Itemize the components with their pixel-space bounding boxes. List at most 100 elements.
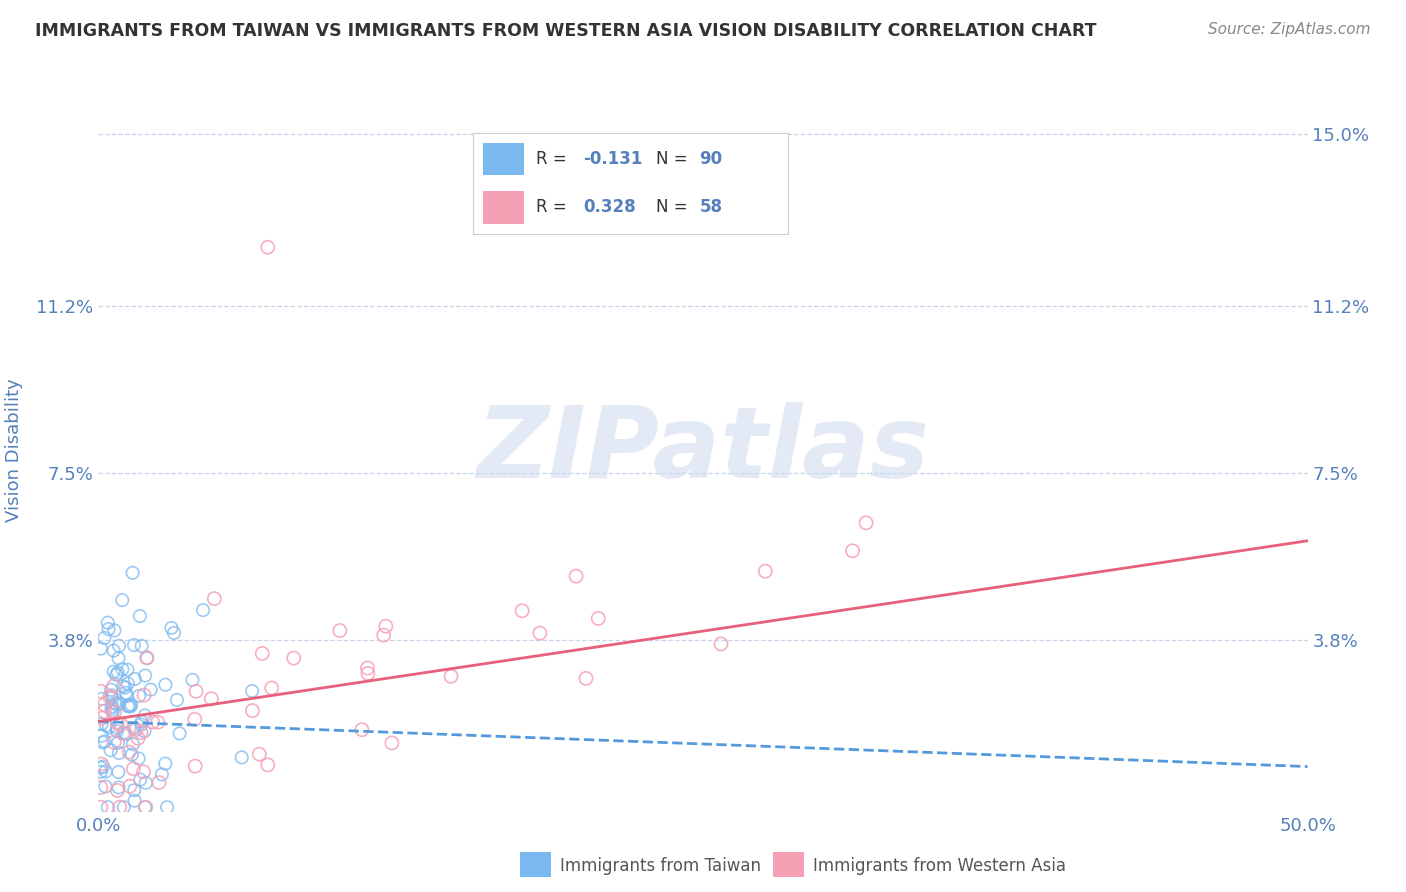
Point [350, 723, 373, 737]
Point [111, 593, 134, 607]
Text: Immigrants from Taiwan: Immigrants from Taiwan [560, 857, 761, 875]
Point [134, 724, 156, 739]
Point [135, 650, 157, 665]
Text: Source: ZipAtlas.com: Source: ZipAtlas.com [1208, 22, 1371, 37]
Point [100, 689, 122, 703]
Point [115, 686, 138, 700]
Point [124, 794, 146, 808]
Point [93, 698, 115, 712]
Point [100, 743, 122, 757]
Point [381, 736, 404, 750]
Point [107, 783, 129, 797]
Point [121, 566, 143, 580]
Point [575, 671, 598, 685]
Point [260, 681, 283, 695]
Point [101, 705, 124, 719]
Point [94, 780, 117, 794]
Point [107, 764, 129, 779]
Point [93, 705, 115, 719]
Point [90, 729, 112, 743]
Point [181, 673, 204, 687]
Point [108, 639, 131, 653]
Point [135, 776, 157, 790]
Point [107, 651, 129, 665]
Point [200, 691, 222, 706]
Text: ZIPatlas: ZIPatlas [477, 402, 929, 499]
Point [329, 624, 352, 638]
Point [155, 678, 177, 692]
Point [112, 726, 135, 740]
Point [373, 628, 395, 642]
Text: Immigrants from Western Asia: Immigrants from Western Asia [813, 857, 1066, 875]
Point [105, 668, 128, 682]
Point [100, 682, 122, 697]
Point [90, 641, 112, 656]
Point [108, 746, 131, 760]
Point [252, 647, 274, 661]
Point [127, 731, 149, 746]
Point [166, 693, 188, 707]
Point [90, 764, 112, 779]
Point [112, 725, 135, 739]
Point [117, 699, 139, 714]
Point [146, 715, 169, 730]
Point [107, 665, 129, 680]
Point [118, 745, 141, 759]
Point [160, 621, 183, 635]
Point [129, 772, 152, 787]
Point [118, 698, 141, 713]
Point [357, 666, 380, 681]
Point [529, 626, 551, 640]
Point [101, 704, 124, 718]
Point [90, 717, 112, 731]
Point [90, 800, 112, 814]
Point [184, 759, 207, 773]
Point [374, 619, 396, 633]
Point [115, 689, 138, 703]
Point [191, 603, 214, 617]
Point [108, 697, 131, 711]
Point [129, 609, 152, 624]
Point [122, 762, 145, 776]
Point [90, 757, 112, 772]
Point [134, 708, 156, 723]
Point [754, 564, 776, 578]
Point [256, 240, 278, 254]
Point [121, 747, 143, 762]
Point [124, 672, 146, 686]
Point [156, 800, 179, 814]
Point [97, 800, 120, 814]
Point [91, 691, 114, 706]
Point [117, 676, 139, 690]
Point [112, 800, 135, 814]
Point [231, 750, 253, 764]
Point [148, 775, 170, 789]
Point [98, 690, 121, 704]
Point [103, 735, 125, 749]
Point [107, 780, 129, 795]
Point [122, 783, 145, 797]
Point [91, 711, 114, 725]
Point [120, 699, 142, 714]
Point [105, 715, 128, 730]
Point [129, 717, 152, 731]
Point [841, 543, 863, 558]
Point [565, 569, 588, 583]
Point [240, 684, 263, 698]
Point [150, 767, 173, 781]
Y-axis label: Vision Disability: Vision Disability [4, 378, 22, 523]
Point [184, 712, 207, 726]
Point [163, 626, 186, 640]
Point [135, 800, 157, 814]
Point [184, 684, 207, 698]
Point [202, 591, 225, 606]
Point [103, 643, 125, 657]
Point [105, 697, 128, 711]
Point [100, 701, 122, 715]
Point [108, 800, 131, 814]
Point [90, 761, 112, 775]
Point [855, 516, 877, 530]
Point [283, 651, 305, 665]
Text: IMMIGRANTS FROM TAIWAN VS IMMIGRANTS FROM WESTERN ASIA VISION DISABILITY CORRELA: IMMIGRANTS FROM TAIWAN VS IMMIGRANTS FRO… [35, 22, 1097, 40]
Point [103, 665, 125, 679]
